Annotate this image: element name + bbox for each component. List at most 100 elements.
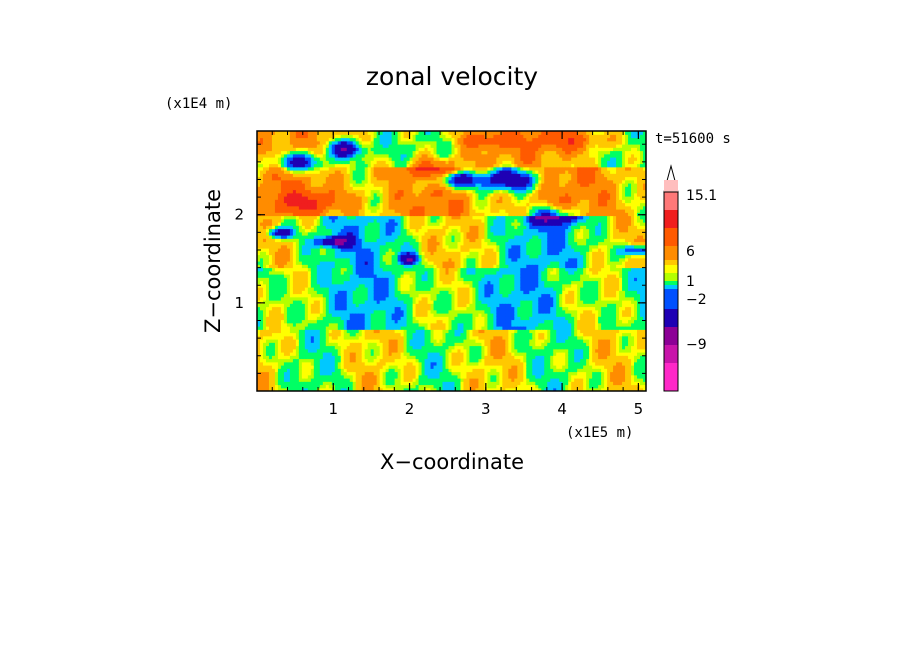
field-cell: [358, 209, 363, 213]
field-cell: [286, 264, 291, 269]
field-cell: [265, 378, 270, 382]
field-cell: [271, 199, 276, 204]
field-cell: [340, 192, 345, 197]
field-cell: [271, 335, 276, 340]
field-cell: [397, 179, 402, 184]
field-cell: [268, 196, 273, 200]
field-cell: [388, 287, 393, 291]
field-cell: [406, 267, 411, 272]
field-cell: [352, 335, 357, 340]
field-cell: [292, 313, 297, 317]
field-cell: [352, 329, 357, 334]
field-cell: [301, 358, 306, 363]
field-cell: [298, 267, 303, 272]
field-cell: [343, 254, 348, 259]
field-cell: [328, 296, 333, 301]
field-cell: [385, 215, 390, 220]
field-cell: [346, 365, 351, 369]
field-cell: [367, 329, 372, 334]
field-cell: [346, 303, 351, 308]
field-cell: [376, 361, 381, 366]
field-cell: [400, 371, 405, 376]
field-cell: [257, 348, 261, 353]
field-cell: [346, 212, 351, 217]
field-cell: [340, 261, 345, 265]
field-cell: [259, 173, 264, 178]
field-cell: [313, 280, 318, 285]
field-cell: [379, 140, 384, 145]
field-cell: [346, 319, 351, 324]
field-cell: [373, 274, 378, 278]
field-cell: [313, 348, 318, 353]
field-cell: [382, 176, 387, 181]
field-cell: [316, 163, 321, 168]
field-cell: [280, 296, 285, 301]
field-cell: [373, 254, 378, 259]
field-cell: [268, 374, 273, 379]
field-cell: [364, 244, 369, 249]
field-cell: [358, 163, 363, 168]
field-cell: [340, 215, 345, 220]
field-cell: [403, 280, 408, 285]
field-cell: [361, 199, 366, 204]
field-cell: [382, 355, 387, 360]
field-cell: [352, 332, 357, 337]
field-cell: [385, 183, 390, 187]
field-cell: [301, 192, 306, 197]
field-cell: [295, 283, 300, 288]
field-cell: [295, 348, 300, 353]
field-cell: [391, 293, 396, 298]
field-cell: [391, 300, 396, 304]
field-cell: [373, 374, 378, 379]
field-cell: [394, 176, 399, 181]
field-cell: [257, 228, 261, 233]
field-cell: [295, 215, 300, 220]
field-cell: [322, 280, 327, 285]
field-cell: [316, 267, 321, 272]
field-cell: [307, 248, 312, 252]
field-cell: [397, 196, 402, 200]
field-cell: [346, 361, 351, 366]
field-cell: [262, 384, 267, 389]
field-cell: [382, 358, 387, 363]
field-cell: [257, 339, 261, 343]
field-cell: [289, 157, 294, 161]
field-cell: [257, 326, 261, 330]
field-cell: [328, 173, 333, 178]
field-cell: [283, 202, 288, 207]
field-cell: [280, 257, 285, 262]
field-cell: [325, 186, 330, 191]
field-cell: [319, 186, 324, 191]
field-cell: [385, 218, 390, 223]
field-cell: [307, 355, 312, 360]
field-cell: [322, 309, 327, 314]
field-cell: [295, 202, 300, 207]
field-cell: [346, 205, 351, 210]
field-cell: [274, 160, 279, 165]
field-cell: [316, 332, 321, 337]
field-cell: [337, 231, 342, 236]
field-cell: [373, 264, 378, 269]
field-cell: [325, 134, 330, 139]
field-cell: [361, 244, 366, 249]
field-cell: [391, 277, 396, 282]
field-cell: [328, 166, 333, 171]
field-cell: [343, 355, 348, 360]
field-cell: [379, 257, 384, 262]
field-cell: [358, 371, 363, 376]
field-cell: [373, 384, 378, 389]
field-cell: [316, 277, 321, 282]
field-cell: [352, 241, 357, 246]
field-cell: [367, 186, 372, 191]
field-cell: [382, 274, 387, 278]
field-cell: [367, 387, 372, 391]
field-cell: [391, 186, 396, 191]
field-cell: [337, 170, 342, 174]
field-cell: [382, 277, 387, 282]
field-cell: [280, 322, 285, 327]
field-cell: [274, 157, 279, 161]
field-cell: [361, 280, 366, 285]
field-cell: [271, 361, 276, 366]
field-cell: [382, 173, 387, 178]
field-cell: [346, 215, 351, 220]
